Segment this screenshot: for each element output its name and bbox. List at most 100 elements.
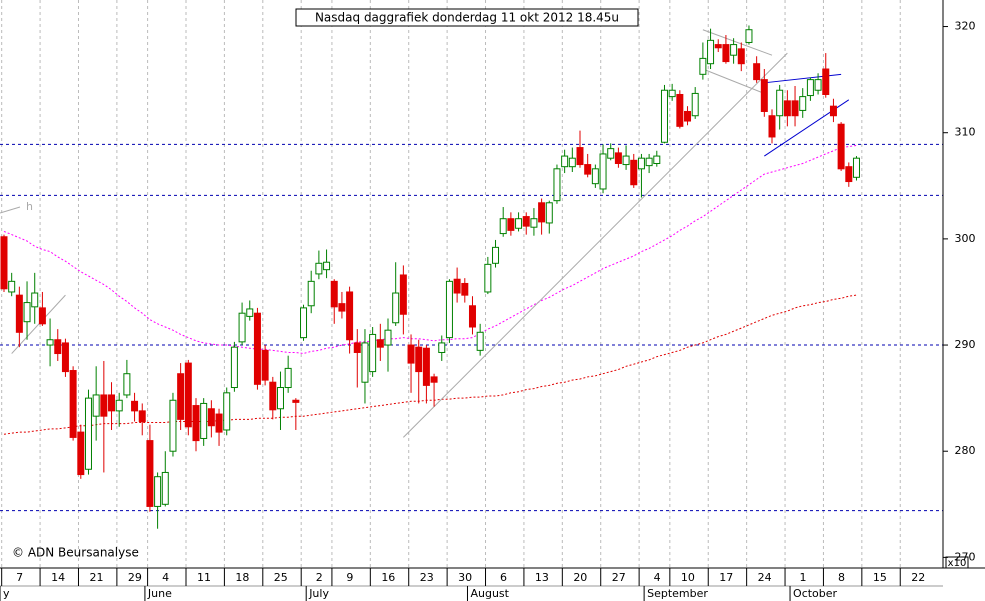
candle-body <box>599 153 607 190</box>
x-tick-label: 25 <box>274 571 288 584</box>
x-tick-label: 23 <box>420 571 434 584</box>
candle-body <box>238 312 246 343</box>
candle-body <box>123 373 131 396</box>
candle-body <box>676 93 684 127</box>
y-tick-label: 280 <box>955 444 976 457</box>
candle-body <box>438 342 446 353</box>
month-label: y <box>3 587 10 600</box>
x-tick-label: 21 <box>89 571 103 584</box>
annotation: h <box>26 200 33 213</box>
x-tick-label: 29 <box>128 571 142 584</box>
candle-body <box>714 44 722 49</box>
x-tick-label: 22 <box>911 571 925 584</box>
candle-body <box>77 431 85 476</box>
candle-body <box>561 155 569 168</box>
candle-body <box>545 202 553 224</box>
scale-note: x10 <box>948 558 967 569</box>
candle-body <box>384 329 392 346</box>
candle-body <box>422 347 430 386</box>
candle-body <box>415 346 423 373</box>
candle-body <box>637 157 645 170</box>
candle-body <box>791 100 799 117</box>
x-tick-label: 7 <box>16 571 23 584</box>
candle-body <box>23 302 31 323</box>
candle-body <box>607 148 615 159</box>
candle-body <box>8 280 16 293</box>
moving-average <box>3 294 857 435</box>
x-tick-label: 2 <box>316 571 323 584</box>
candle-body <box>269 381 277 411</box>
candle-body <box>837 123 845 170</box>
candle-body <box>161 471 169 505</box>
trend-line <box>403 52 788 438</box>
candle-body <box>346 291 354 341</box>
candle-body <box>760 79 768 112</box>
candle-body <box>453 278 461 294</box>
candle-body <box>146 440 154 507</box>
y-tick-label: 300 <box>955 232 976 245</box>
candle-body <box>31 292 39 308</box>
candle-body <box>553 168 561 202</box>
plot <box>0 25 943 529</box>
candle-body <box>814 79 822 91</box>
month-label: June <box>147 587 172 600</box>
candle-body <box>330 280 338 308</box>
x-tick-label: 11 <box>197 571 211 584</box>
candle-body <box>246 308 254 317</box>
y-tick-label: 320 <box>955 20 976 33</box>
candle-body <box>430 376 438 383</box>
x-tick-label: 9 <box>346 571 353 584</box>
candle-body <box>829 105 837 117</box>
x-tick-label: 30 <box>458 571 472 584</box>
candle-body <box>515 218 523 229</box>
candle-body <box>361 342 369 383</box>
candle-body <box>61 342 69 373</box>
candle-body <box>69 370 77 438</box>
annotation-line <box>0 206 21 214</box>
y-tick-label: 310 <box>955 126 976 139</box>
moving-average <box>3 145 857 355</box>
x-tick-label: 20 <box>573 571 587 584</box>
candle-body <box>584 164 592 175</box>
candle-body <box>753 63 761 81</box>
candle-body <box>484 263 492 293</box>
x-tick-label: 1 <box>800 571 807 584</box>
candle-body <box>614 152 622 164</box>
x-tick-label: 24 <box>758 571 772 584</box>
chart-title: Nasdaq daggrafiek donderdag 11 okt 2012 … <box>315 11 619 25</box>
x-tick-label: 13 <box>535 571 549 584</box>
candle-body <box>668 89 676 98</box>
month-label: September <box>647 587 708 600</box>
candle-body <box>783 100 791 117</box>
candle-body <box>338 303 346 312</box>
candle-body <box>154 476 162 507</box>
candle-body <box>353 342 361 353</box>
candle-body <box>492 246 500 264</box>
title-box <box>295 8 639 27</box>
candle-body <box>307 280 315 307</box>
candle-body <box>522 216 530 227</box>
x-tick-label: 4 <box>654 571 661 584</box>
trend-line <box>702 68 765 94</box>
candle-body <box>852 157 860 178</box>
candle-body <box>776 89 784 117</box>
x-tick-label: 17 <box>719 571 733 584</box>
candle-body <box>184 362 192 428</box>
candle-body <box>100 394 108 417</box>
y-tick-label: 290 <box>955 338 976 351</box>
candle-body <box>538 202 546 223</box>
candle-body <box>730 44 738 56</box>
x-tick-label: 27 <box>612 571 626 584</box>
candle-body <box>407 344 415 364</box>
candle-body <box>530 218 538 228</box>
candle-body <box>230 346 238 389</box>
candle-body <box>653 155 661 164</box>
candle-body <box>622 155 630 166</box>
candle-body <box>177 373 185 420</box>
candle-body <box>284 367 292 389</box>
candle-body <box>476 331 484 351</box>
candle-body <box>169 399 177 452</box>
candle-body <box>806 79 814 97</box>
x-tick-label: 16 <box>381 571 395 584</box>
